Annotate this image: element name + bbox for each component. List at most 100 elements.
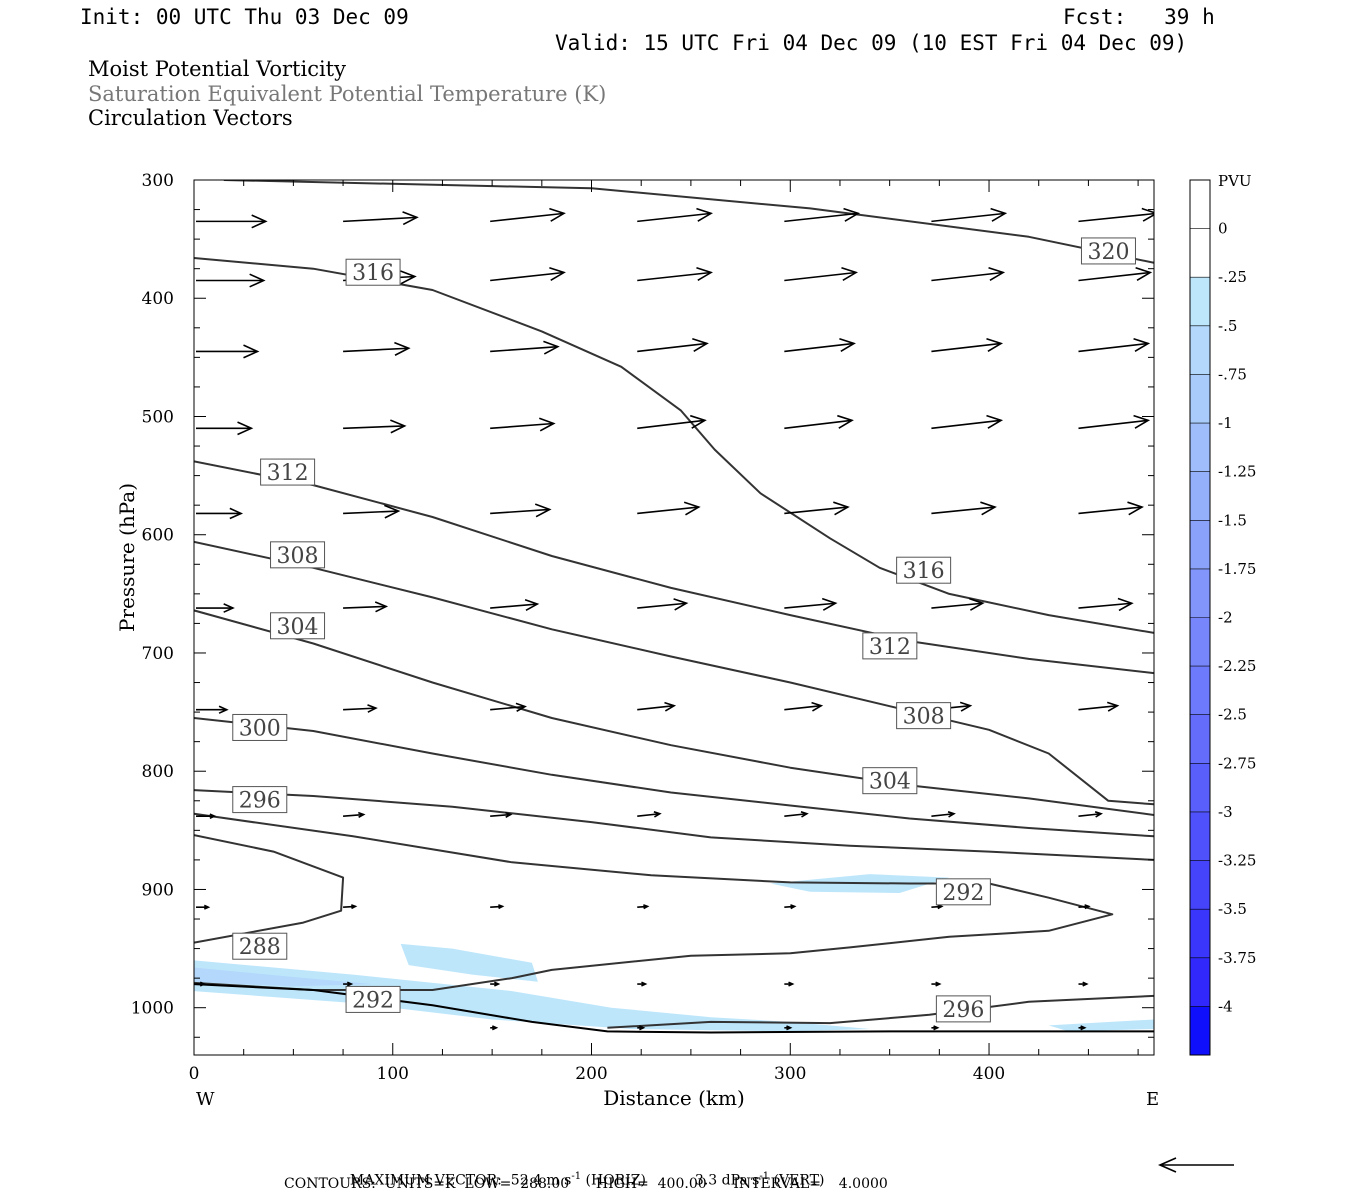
x-tick-label: 100 xyxy=(377,1064,409,1084)
circulation-vector xyxy=(343,601,389,613)
circulation-vector xyxy=(931,597,985,611)
circulation-vector xyxy=(196,344,260,359)
colorbar-swatch xyxy=(1190,325,1210,375)
svg-text:320: 320 xyxy=(1087,240,1129,265)
circulation-vector xyxy=(784,501,850,516)
contour-label: 292 xyxy=(935,878,991,906)
svg-text:304: 304 xyxy=(277,615,319,640)
contour-label: 312 xyxy=(862,632,918,660)
circulation-vector xyxy=(490,417,556,432)
circulation-vector xyxy=(490,904,505,910)
circulation-vector xyxy=(1078,414,1151,430)
pv-shade--.5 xyxy=(194,967,373,987)
y-tick-label: 900 xyxy=(142,880,174,900)
contour-label: 292 xyxy=(345,985,401,1013)
colorbar-label: -1 xyxy=(1218,414,1233,432)
colorbar-swatch xyxy=(1190,957,1210,1007)
circulation-vector xyxy=(490,207,566,223)
title-theta-es: Saturation Equivalent Potential Temperat… xyxy=(88,82,607,106)
contour-label: 296 xyxy=(232,786,288,814)
circulation-vector xyxy=(196,981,207,987)
colorbar-label: -1.75 xyxy=(1218,560,1256,578)
y-tick-label: 500 xyxy=(142,407,174,427)
svg-text:292: 292 xyxy=(352,988,394,1013)
circulation-vector xyxy=(931,338,1004,353)
contour-label: 316 xyxy=(896,556,952,584)
y-tick-label: 1000 xyxy=(131,999,174,1019)
circulation-vector xyxy=(637,338,709,353)
terrain-line xyxy=(194,983,1154,1034)
circulation-vector xyxy=(784,811,809,818)
pv-shade--.25 xyxy=(400,943,538,982)
colorbar-swatch xyxy=(1190,471,1210,521)
contour-308 xyxy=(194,540,1154,806)
svg-text:312: 312 xyxy=(869,635,911,660)
contour-label: 296 xyxy=(935,995,991,1023)
circulation-vector xyxy=(931,981,942,987)
svg-text:312: 312 xyxy=(267,461,309,486)
colorbar-label: -1.5 xyxy=(1218,511,1247,529)
colorbar-label: -2.25 xyxy=(1218,657,1256,675)
circulation-vector xyxy=(931,811,956,818)
circulation-vector xyxy=(784,1025,793,1031)
circulation-vector xyxy=(637,811,662,818)
circulation-vector xyxy=(1078,501,1144,516)
circulation-vector xyxy=(637,904,650,910)
colorbar-swatch xyxy=(1190,860,1210,910)
pv-shade--.25 xyxy=(194,960,870,1032)
circulation-vector xyxy=(784,597,838,611)
circulation-vector xyxy=(931,501,997,516)
circulation-vector xyxy=(1078,267,1153,282)
plot-frame xyxy=(193,179,1155,1056)
colorbar-swatch xyxy=(1190,228,1210,278)
circulation-vector xyxy=(490,266,566,282)
x-axis-label: Distance (km) xyxy=(603,1086,745,1110)
circulation-vector xyxy=(784,981,795,987)
circulation-vector xyxy=(784,338,856,353)
colorbar-label: -4 xyxy=(1218,997,1233,1015)
colorbar-swatch xyxy=(1190,374,1210,424)
circulation-vector xyxy=(931,267,1006,282)
circulation-vector xyxy=(196,904,211,910)
y-tick-label: 300 xyxy=(142,171,174,191)
colorbar-label: -1.25 xyxy=(1218,463,1256,481)
circulation-vector xyxy=(637,501,701,516)
circulation-vector xyxy=(637,1025,646,1031)
colorbar-label: -3.25 xyxy=(1218,852,1256,870)
colorbar-swatch xyxy=(1190,666,1210,715)
y-axis-label: Pressure (hPa) xyxy=(115,483,139,632)
init-time: Init: 00 UTC Thu 03 Dec 09 xyxy=(80,5,409,29)
svg-text:308: 308 xyxy=(277,544,319,569)
contour-320 xyxy=(223,180,1154,264)
title-mpv: Moist Potential Vorticity xyxy=(88,57,346,81)
max-vector-vert-unit: (VERT) xyxy=(773,1172,825,1189)
contour-label: 316 xyxy=(345,258,401,286)
y-tick-label: 700 xyxy=(142,644,174,664)
svg-text:300: 300 xyxy=(239,716,281,741)
contour-288 xyxy=(194,834,345,944)
circulation-vector xyxy=(196,214,268,229)
circulation-vector xyxy=(784,207,861,223)
contour-296 xyxy=(607,994,1154,1029)
colorbar-label: -2.5 xyxy=(1218,706,1247,724)
colorbar-label: 0 xyxy=(1218,220,1228,238)
svg-text:296: 296 xyxy=(239,789,281,814)
colorbar-swatch xyxy=(1190,617,1210,667)
circulation-vector xyxy=(784,267,859,282)
reference-vector-arrow xyxy=(1158,1157,1234,1173)
colorbar-swatch xyxy=(1190,568,1210,618)
colorbar-label: -3.5 xyxy=(1218,900,1247,918)
colorbar-swatch xyxy=(1190,811,1210,861)
max-vector-line: MAXIMUM VECTOR: 52.4 m s-1 (HORIZ) 3.3 d… xyxy=(341,1158,825,1189)
circulation-vector xyxy=(637,266,713,282)
colorbar-swatch xyxy=(1190,1006,1210,1055)
max-vector-label: MAXIMUM VECTOR: xyxy=(349,1172,502,1189)
colorbar-swatch xyxy=(1190,909,1210,958)
circulation-vector xyxy=(931,904,944,910)
svg-text:292: 292 xyxy=(942,881,984,906)
circulation-vector xyxy=(196,273,266,288)
circulation-vector xyxy=(490,1025,499,1031)
y-tick-label: 800 xyxy=(142,762,174,782)
valid-time: Valid: 15 UTC Fri 04 Dec 09 (10 EST Fri … xyxy=(555,31,1188,55)
